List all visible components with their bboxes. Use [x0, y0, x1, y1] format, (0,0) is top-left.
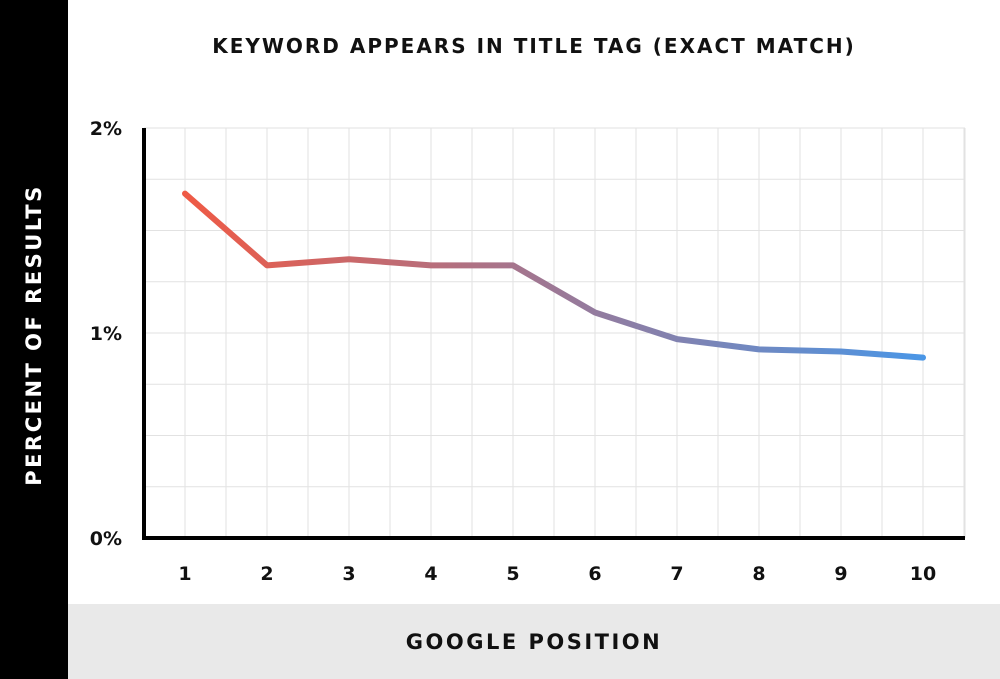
series [182, 190, 926, 361]
x-tick-label: 1 [178, 563, 191, 585]
grid [144, 127, 966, 538]
x-tick-label: 9 [834, 563, 847, 585]
series-line [182, 190, 926, 361]
x-tick-label: 10 [910, 563, 936, 585]
x-tick-label: 7 [670, 563, 683, 585]
y-tick-label: 1% [90, 323, 122, 345]
x-tick-label: 2 [260, 563, 273, 585]
axes [142, 128, 965, 540]
chart-title: KEYWORD APPEARS IN TITLE TAG (EXACT MATC… [212, 34, 856, 58]
tick-labels: 0% 1% 2% 1 2 3 4 5 6 7 8 9 10 [90, 118, 936, 585]
y-tick-label: 2% [90, 118, 122, 140]
y-tick-label: 0% [90, 528, 122, 550]
x-tick-label: 3 [342, 563, 355, 585]
x-tick-label: 6 [588, 563, 601, 585]
y-axis-label-band: PERCENT OF RESULTS [0, 0, 68, 679]
x-tick-label: 4 [424, 563, 437, 585]
x-tick-label: 5 [506, 563, 519, 585]
x-tick-label: 8 [752, 563, 765, 585]
x-axis-label-band: GOOGLE POSITION [68, 604, 1000, 679]
x-axis-label: GOOGLE POSITION [405, 630, 663, 654]
